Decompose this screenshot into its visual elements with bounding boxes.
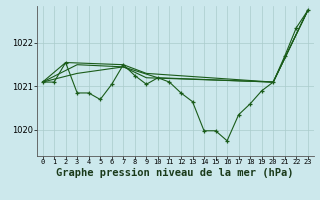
X-axis label: Graphe pression niveau de la mer (hPa): Graphe pression niveau de la mer (hPa) (56, 168, 294, 178)
